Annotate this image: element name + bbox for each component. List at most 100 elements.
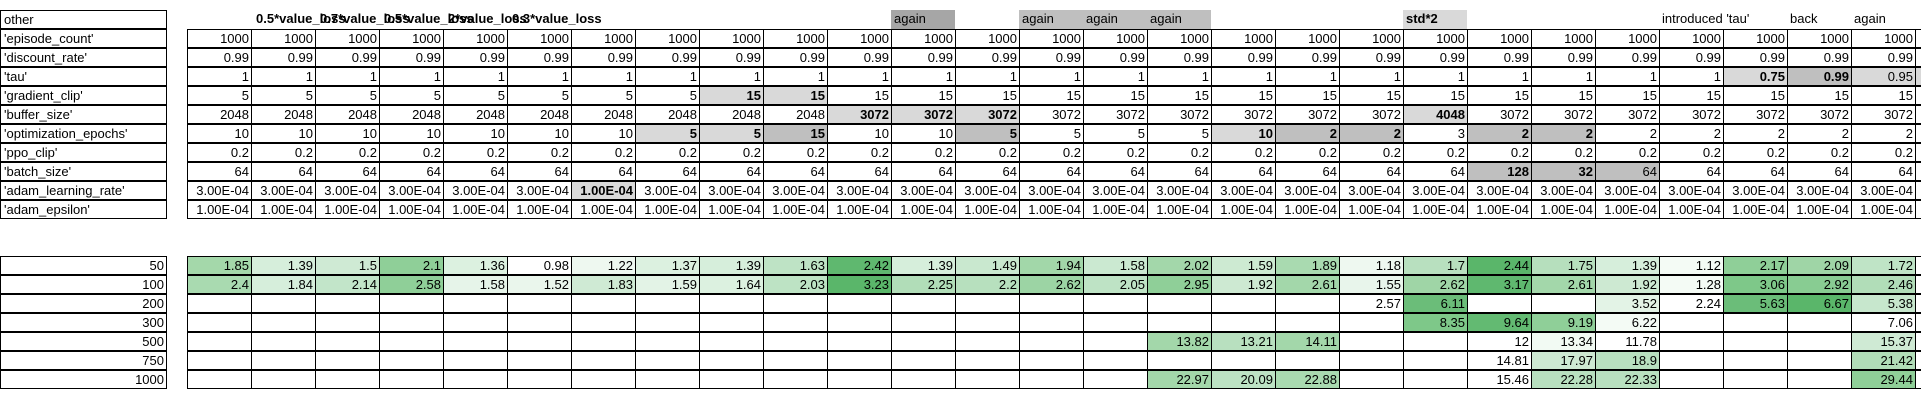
param-value-cell[interactable]: 0.2: [1467, 143, 1532, 162]
param-value-cell[interactable]: 1.00E-04: [955, 200, 1020, 219]
result-value-cell[interactable]: 2.17: [1723, 256, 1788, 275]
result-value-cell[interactable]: 2.02: [1147, 256, 1212, 275]
param-value-cell[interactable]: 0.95: [1915, 67, 1921, 86]
column-header-note[interactable]: again: [1854, 11, 1886, 26]
param-value-cell[interactable]: 15: [1019, 86, 1084, 105]
param-value-cell[interactable]: 1: [1659, 67, 1724, 86]
param-value-cell[interactable]: 64: [251, 162, 316, 181]
param-value-cell[interactable]: 1000: [635, 29, 700, 48]
param-value-cell[interactable]: 64: [635, 162, 700, 181]
result-value-cell[interactable]: 1.5: [315, 256, 380, 275]
param-value-cell[interactable]: 0.2: [1851, 143, 1916, 162]
result-value-cell[interactable]: [763, 332, 828, 351]
param-value-cell[interactable]: 2: [1723, 124, 1788, 143]
param-value-cell[interactable]: 15: [1339, 86, 1404, 105]
param-value-cell[interactable]: 1000: [1595, 29, 1660, 48]
result-value-cell[interactable]: [379, 294, 444, 313]
result-value-cell[interactable]: [443, 332, 508, 351]
param-value-cell[interactable]: 1.00E-04: [187, 200, 252, 219]
param-value-cell[interactable]: 1: [443, 67, 508, 86]
result-value-cell[interactable]: 1.55: [1339, 275, 1404, 294]
result-value-cell[interactable]: [1659, 370, 1724, 389]
param-value-cell[interactable]: 64: [571, 162, 636, 181]
param-value-cell[interactable]: 15: [699, 86, 764, 105]
result-value-cell[interactable]: [1403, 332, 1468, 351]
result-value-cell[interactable]: 2.09: [1787, 256, 1852, 275]
param-value-cell[interactable]: 0.2: [315, 143, 380, 162]
result-value-cell[interactable]: [315, 313, 380, 332]
param-value-cell[interactable]: 1000: [699, 29, 764, 48]
param-value-cell[interactable]: 0.99: [1211, 48, 1276, 67]
param-value-cell[interactable]: 64: [699, 162, 764, 181]
param-value-cell[interactable]: 3.00E-04: [1275, 181, 1340, 200]
param-value-cell[interactable]: 1: [635, 67, 700, 86]
result-value-cell[interactable]: 9.64: [1467, 313, 1532, 332]
result-value-cell[interactable]: [571, 294, 636, 313]
param-value-cell[interactable]: 0.2: [699, 143, 764, 162]
param-value-cell[interactable]: 3.00E-04: [827, 181, 892, 200]
result-value-cell[interactable]: 1.84: [251, 275, 316, 294]
param-value-cell[interactable]: 2048: [635, 105, 700, 124]
result-value-cell[interactable]: 1.85: [187, 256, 252, 275]
threshold-cell[interactable]: 200: [0, 294, 167, 313]
param-value-cell[interactable]: 1000: [1467, 29, 1532, 48]
result-value-cell[interactable]: [315, 332, 380, 351]
param-value-cell[interactable]: 1000: [1275, 29, 1340, 48]
param-value-cell[interactable]: 3.00E-04: [635, 181, 700, 200]
param-value-cell[interactable]: 0.2: [1659, 143, 1724, 162]
param-value-cell[interactable]: 3.00E-04: [1915, 181, 1921, 200]
param-value-cell[interactable]: 10: [379, 124, 444, 143]
param-value-cell[interactable]: 0.99: [1595, 48, 1660, 67]
param-value-cell[interactable]: 1.00E-04: [1723, 200, 1788, 219]
result-value-cell[interactable]: [187, 332, 252, 351]
param-value-cell[interactable]: 15: [827, 86, 892, 105]
result-value-cell[interactable]: [1659, 313, 1724, 332]
param-value-cell[interactable]: 3.00E-04: [1723, 181, 1788, 200]
result-value-cell[interactable]: [891, 294, 956, 313]
param-value-cell[interactable]: 1.00E-04: [1147, 200, 1212, 219]
result-value-cell[interactable]: [1339, 313, 1404, 332]
result-value-cell[interactable]: 2.57: [1339, 294, 1404, 313]
param-value-cell[interactable]: 1.00E-04: [571, 181, 636, 200]
result-value-cell[interactable]: 2.03: [763, 275, 828, 294]
param-value-cell[interactable]: 0.99: [1147, 48, 1212, 67]
result-value-cell[interactable]: 14.81: [1467, 351, 1532, 370]
param-value-cell[interactable]: 10: [571, 124, 636, 143]
param-value-cell[interactable]: 2048: [699, 105, 764, 124]
result-value-cell[interactable]: 6.67: [1787, 294, 1852, 313]
param-value-cell[interactable]: 3072: [1147, 105, 1212, 124]
result-value-cell[interactable]: [571, 370, 636, 389]
param-value-cell[interactable]: 64: [379, 162, 444, 181]
param-value-cell[interactable]: 1000: [1851, 29, 1916, 48]
param-value-cell[interactable]: 1000: [507, 29, 572, 48]
result-value-cell[interactable]: 2.92: [1787, 275, 1852, 294]
result-value-cell[interactable]: 7.06: [1851, 313, 1916, 332]
result-value-cell[interactable]: [763, 351, 828, 370]
param-value-cell[interactable]: 3072: [1915, 105, 1921, 124]
result-value-cell[interactable]: [1019, 294, 1084, 313]
param-value-cell[interactable]: 1: [1147, 67, 1212, 86]
result-value-cell[interactable]: [1723, 351, 1788, 370]
param-value-cell[interactable]: 64: [1595, 162, 1660, 181]
param-value-cell[interactable]: 0.99: [635, 48, 700, 67]
param-value-cell[interactable]: 15: [1275, 86, 1340, 105]
param-value-cell[interactable]: 1: [827, 67, 892, 86]
param-value-cell[interactable]: 10: [891, 124, 956, 143]
param-value-cell[interactable]: 3.00E-04: [1659, 181, 1724, 200]
result-value-cell[interactable]: [827, 294, 892, 313]
result-value-cell[interactable]: 2.05: [1083, 275, 1148, 294]
result-value-cell[interactable]: [1211, 294, 1276, 313]
param-value-cell[interactable]: 3.00E-04: [1339, 181, 1404, 200]
param-value-cell[interactable]: 0.99: [1851, 48, 1916, 67]
param-value-cell[interactable]: 0.99: [1723, 48, 1788, 67]
param-value-cell[interactable]: 3.00E-04: [443, 181, 508, 200]
result-value-cell[interactable]: 3.06: [1723, 275, 1788, 294]
param-value-cell[interactable]: 1: [1467, 67, 1532, 86]
param-value-cell[interactable]: 5: [507, 86, 572, 105]
column-header-note[interactable]: 0.3*value_loss: [512, 11, 602, 26]
param-value-cell[interactable]: 3.00E-04: [379, 181, 444, 200]
result-value-cell[interactable]: [635, 294, 700, 313]
param-value-cell[interactable]: 1: [379, 67, 444, 86]
param-value-cell[interactable]: 64: [1723, 162, 1788, 181]
param-value-cell[interactable]: 3.00E-04: [507, 181, 572, 200]
